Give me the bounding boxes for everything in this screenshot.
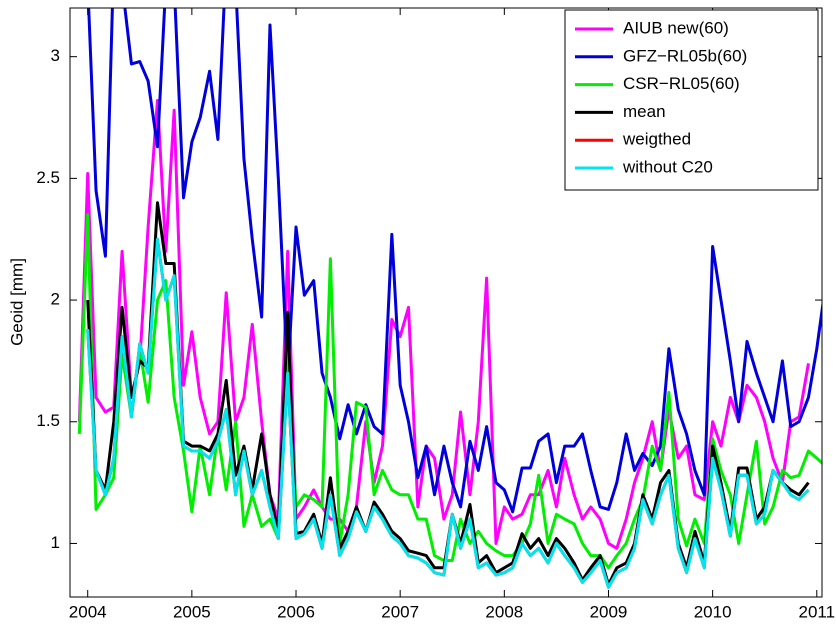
x-tick-label: 2009 xyxy=(590,602,628,621)
legend-label: weigthed xyxy=(622,130,691,149)
y-tick-label: 2 xyxy=(51,290,60,309)
x-tick-label: 2008 xyxy=(485,602,523,621)
y-tick-label: 2.5 xyxy=(36,168,60,187)
x-tick-label: 2004 xyxy=(69,602,107,621)
legend-label: mean xyxy=(623,102,666,121)
y-tick-label: 3 xyxy=(51,46,60,65)
axes-frame xyxy=(69,7,823,598)
series-line xyxy=(77,98,810,550)
x-tick-label: 2011 xyxy=(799,602,836,621)
y-axis-label: Geoid [mm] xyxy=(7,258,26,346)
legend-label: without C20 xyxy=(622,157,713,176)
x-tick-label: 2010 xyxy=(694,602,732,621)
lines xyxy=(77,8,822,589)
series-line xyxy=(87,8,822,514)
legend-box xyxy=(564,9,819,191)
x-tick-label: 2005 xyxy=(173,602,211,621)
y-tick-label: 1.5 xyxy=(36,411,60,430)
series-line xyxy=(77,213,822,570)
y-tick-label: 1 xyxy=(51,533,60,552)
legend-label: GFZ−RL05b(60) xyxy=(623,46,747,65)
x-tick-label: 2006 xyxy=(277,602,315,621)
legend-label: CSR−RL05(60) xyxy=(623,74,740,93)
legend-label: AIUB new(60) xyxy=(623,18,729,37)
series-line xyxy=(86,237,810,589)
x-tick-label: 2007 xyxy=(381,602,419,621)
